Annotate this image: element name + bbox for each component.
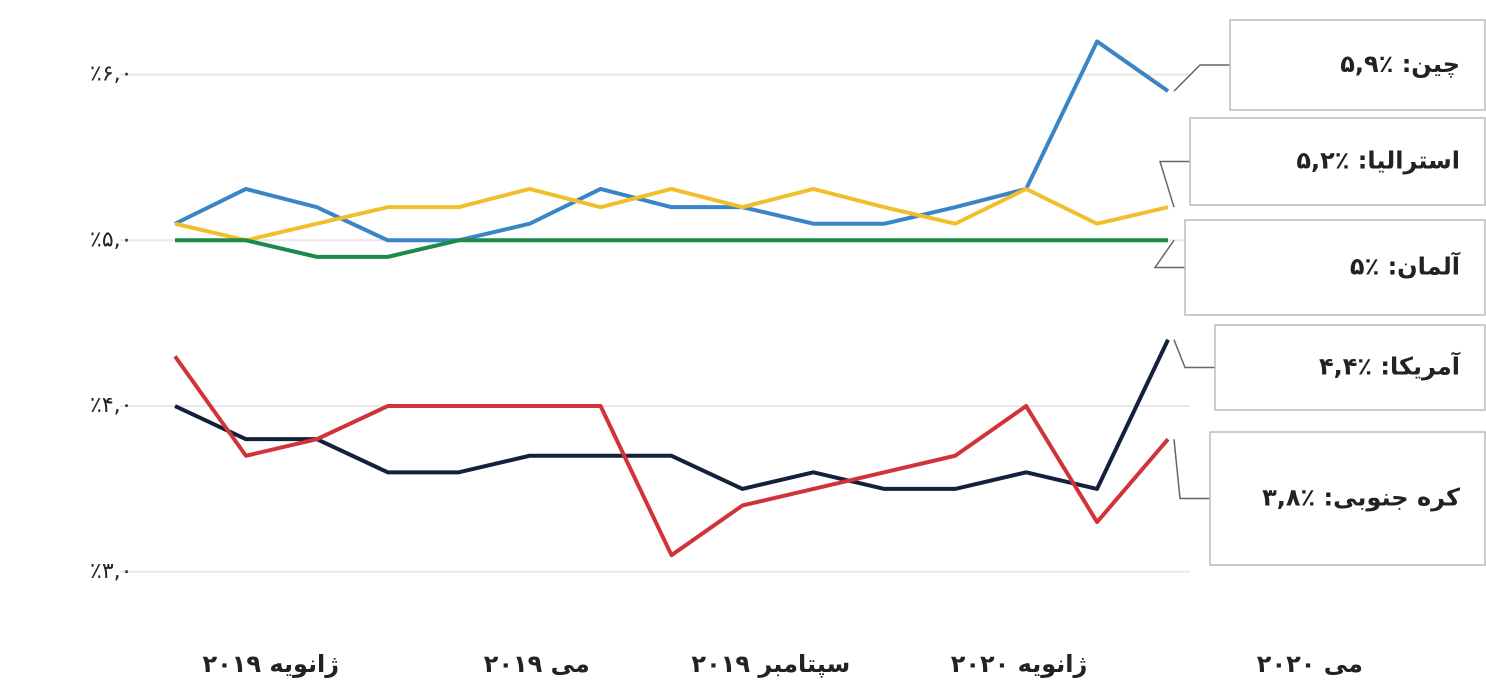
- label-box: [1229, 19, 1486, 111]
- label-box: [1209, 431, 1486, 566]
- label-box: [1189, 117, 1486, 206]
- legend-label: کره جنوبی: ٪۳,۸: [1262, 484, 1460, 512]
- connector: [1158, 160, 1190, 208]
- connector: [1173, 339, 1215, 369]
- series-line: [173, 355, 1170, 558]
- y-tick-label: ٪۴,۰: [90, 393, 132, 418]
- y-tick-label: ٪۳,۰: [90, 559, 132, 584]
- label-box: [1184, 219, 1486, 316]
- legend-label: استرالیا: ٪۵,۲: [1296, 147, 1460, 175]
- series-line: [175, 238, 1168, 259]
- legend-label: چین: ٪۵,۹: [1340, 50, 1460, 78]
- legend-label: آمریکا: ٪۴,۴: [1319, 352, 1461, 381]
- legend-label: آلمان: ٪۵: [1350, 252, 1461, 281]
- y-tick-label: ٪۶,۰: [90, 62, 132, 87]
- connector: [1173, 64, 1230, 92]
- x-tick-label: می ۲۰۲۰: [1257, 650, 1363, 678]
- x-tick-label: سپتامبر ۲۰۱۹: [691, 650, 850, 678]
- series-line: [174, 186, 1169, 243]
- x-tick-label: می ۲۰۱۹: [484, 650, 590, 678]
- x-tick-label: ژانویه ۲۰۲۰: [951, 650, 1088, 678]
- series-line: [174, 39, 1170, 243]
- y-tick-label: ٪۵,۰: [90, 227, 132, 252]
- connector: [1173, 439, 1210, 500]
- label-box: [1214, 324, 1486, 411]
- connector: [1153, 239, 1185, 269]
- series-line: [174, 338, 1170, 491]
- x-tick-label: ژانویه ۲۰۱۹: [202, 650, 339, 678]
